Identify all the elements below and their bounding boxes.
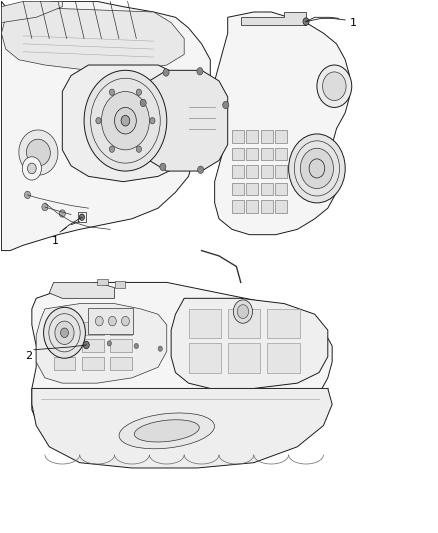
Polygon shape (1, 7, 184, 70)
FancyBboxPatch shape (232, 130, 244, 143)
Circle shape (55, 321, 74, 344)
Bar (110, 321, 132, 335)
Polygon shape (62, 65, 188, 182)
Text: 1: 1 (52, 236, 59, 246)
Circle shape (44, 308, 85, 358)
Ellipse shape (119, 413, 215, 449)
Text: 1: 1 (350, 18, 357, 28)
Circle shape (163, 69, 169, 76)
Circle shape (95, 317, 103, 326)
FancyBboxPatch shape (247, 165, 258, 178)
Polygon shape (1, 2, 210, 251)
Circle shape (121, 317, 129, 326)
Ellipse shape (19, 130, 58, 175)
Circle shape (289, 134, 345, 203)
Circle shape (136, 89, 141, 95)
Circle shape (109, 317, 116, 326)
Bar (228, 343, 260, 373)
FancyBboxPatch shape (247, 183, 258, 196)
FancyBboxPatch shape (275, 148, 287, 160)
Circle shape (160, 163, 166, 171)
Circle shape (22, 157, 42, 180)
Circle shape (60, 328, 68, 337)
FancyBboxPatch shape (275, 165, 287, 178)
Bar (267, 309, 300, 338)
Circle shape (102, 92, 149, 150)
Bar (97, 279, 108, 285)
Bar (115, 281, 125, 288)
FancyBboxPatch shape (232, 165, 244, 178)
Circle shape (96, 117, 101, 124)
FancyBboxPatch shape (247, 148, 258, 160)
Circle shape (300, 148, 333, 189)
Circle shape (233, 300, 253, 323)
FancyBboxPatch shape (275, 130, 287, 143)
Circle shape (28, 163, 36, 174)
FancyBboxPatch shape (261, 130, 272, 143)
Circle shape (198, 166, 204, 173)
FancyBboxPatch shape (232, 200, 244, 213)
Circle shape (237, 305, 249, 318)
FancyBboxPatch shape (275, 200, 287, 213)
Polygon shape (241, 12, 306, 25)
FancyBboxPatch shape (88, 308, 133, 334)
Circle shape (42, 204, 48, 211)
FancyBboxPatch shape (247, 130, 258, 143)
Text: 2: 2 (25, 351, 32, 361)
Circle shape (309, 159, 325, 178)
Circle shape (110, 146, 115, 152)
Circle shape (197, 68, 203, 75)
Circle shape (107, 341, 112, 346)
FancyBboxPatch shape (275, 183, 287, 196)
FancyBboxPatch shape (261, 183, 272, 196)
Circle shape (322, 72, 346, 101)
Circle shape (317, 65, 352, 108)
Bar (267, 343, 300, 373)
Circle shape (121, 115, 130, 126)
Polygon shape (171, 298, 328, 389)
Circle shape (110, 89, 115, 95)
Circle shape (150, 117, 155, 124)
FancyBboxPatch shape (247, 200, 258, 213)
Bar (110, 339, 132, 352)
Circle shape (158, 346, 162, 351)
Polygon shape (32, 282, 332, 463)
Polygon shape (36, 304, 167, 383)
Bar (53, 357, 75, 370)
Bar (188, 343, 221, 373)
Circle shape (223, 101, 229, 109)
Circle shape (134, 343, 138, 349)
Ellipse shape (26, 139, 50, 166)
Circle shape (84, 342, 88, 348)
Bar (53, 321, 75, 335)
Circle shape (84, 70, 167, 171)
Circle shape (140, 99, 146, 107)
Polygon shape (1, 2, 62, 22)
Circle shape (303, 18, 309, 25)
Circle shape (59, 210, 65, 217)
Circle shape (115, 108, 136, 134)
FancyBboxPatch shape (261, 200, 272, 213)
Polygon shape (141, 70, 228, 171)
Polygon shape (215, 12, 350, 235)
Circle shape (136, 146, 141, 152)
FancyBboxPatch shape (261, 165, 272, 178)
Bar (53, 339, 75, 352)
Bar (82, 339, 104, 352)
Circle shape (79, 214, 85, 220)
FancyBboxPatch shape (232, 148, 244, 160)
Circle shape (25, 191, 31, 199)
Polygon shape (32, 389, 332, 468)
Bar (110, 357, 132, 370)
Polygon shape (49, 282, 115, 298)
FancyBboxPatch shape (261, 148, 272, 160)
Bar (188, 309, 221, 338)
Ellipse shape (134, 420, 199, 442)
Bar (82, 357, 104, 370)
Circle shape (83, 341, 89, 349)
Bar (228, 309, 260, 338)
Bar (82, 321, 104, 335)
FancyBboxPatch shape (232, 183, 244, 196)
